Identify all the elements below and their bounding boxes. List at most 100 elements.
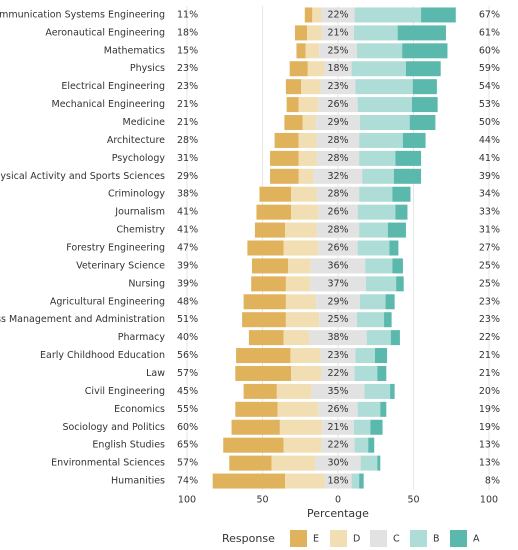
category-label: Agricultural Engineering xyxy=(50,296,165,307)
bar-segment xyxy=(289,61,308,77)
bar-segment xyxy=(365,258,393,274)
left-label: 57% xyxy=(177,458,198,469)
bar-segment xyxy=(324,61,352,77)
bar-segment xyxy=(235,401,278,417)
x-axis-label: Percentage xyxy=(307,507,369,520)
x-tick-label: 50 xyxy=(256,495,268,506)
legend-swatch xyxy=(370,530,387,547)
left-label: 51% xyxy=(177,314,198,325)
bar-segment xyxy=(320,348,356,364)
left-label: 28% xyxy=(177,135,198,146)
center-label: 32% xyxy=(327,171,348,182)
bar-segment xyxy=(390,383,395,399)
category-label: Journalism xyxy=(114,207,165,218)
bar-segment xyxy=(356,43,403,59)
bar-segment xyxy=(316,150,360,166)
bar-segment xyxy=(380,401,387,417)
right-label: 44% xyxy=(479,135,500,146)
right-label: 60% xyxy=(479,45,500,56)
bar-segment xyxy=(359,115,410,131)
bar-segment xyxy=(364,383,391,399)
bar-segment xyxy=(395,204,408,220)
legend-swatch xyxy=(410,530,427,547)
left-label: 29% xyxy=(177,171,198,182)
center-label: 26% xyxy=(327,99,348,110)
bar-segment xyxy=(247,240,284,256)
bar-segment xyxy=(283,437,322,453)
bar-segment xyxy=(310,276,366,292)
bar-segment xyxy=(402,132,426,148)
bar-segment xyxy=(291,365,322,381)
left-label: 23% xyxy=(177,81,198,92)
bar-segment xyxy=(322,419,354,435)
bar-segment xyxy=(223,437,284,453)
center-label: 21% xyxy=(327,422,348,433)
bar-segment xyxy=(248,330,284,346)
right-label: 53% xyxy=(479,99,500,110)
bar-segment xyxy=(385,294,395,310)
bar-segment xyxy=(256,204,292,220)
bar-segment xyxy=(290,348,321,364)
legend-label: E xyxy=(313,534,319,545)
bar-segment xyxy=(271,455,316,471)
bar-segment xyxy=(397,25,446,41)
bar-segment xyxy=(311,383,365,399)
bar-segment xyxy=(359,150,396,166)
bar-segment xyxy=(298,97,319,113)
bar-segment xyxy=(313,168,363,184)
left-label: 45% xyxy=(177,386,198,397)
bar-segment xyxy=(316,115,360,131)
category-label: Aeronautical Engineering xyxy=(45,27,165,38)
center-label: 26% xyxy=(327,243,348,254)
right-label: 31% xyxy=(479,225,500,236)
bar-segment xyxy=(321,437,355,453)
bar-segment xyxy=(286,97,299,113)
category-label: Civil Engineering xyxy=(85,386,165,397)
bar-segment xyxy=(357,97,412,113)
bar-segment xyxy=(254,222,286,238)
bar-segment xyxy=(365,276,397,292)
bar-segment xyxy=(284,115,303,131)
legend-swatch xyxy=(330,530,347,547)
right-label: 54% xyxy=(479,81,500,92)
left-label: 47% xyxy=(177,243,198,254)
center-label: 25% xyxy=(327,314,348,325)
x-tick-label: 50 xyxy=(407,495,419,506)
bar-segment xyxy=(242,312,286,328)
bar-segment xyxy=(309,330,367,346)
left-label: 11% xyxy=(177,9,198,20)
bar-segment xyxy=(319,312,357,328)
category-label: Nursing xyxy=(128,278,165,289)
center-label: 37% xyxy=(327,278,348,289)
bar-segment xyxy=(393,168,422,184)
category-label: Pharmacy xyxy=(118,332,166,343)
bar-segment xyxy=(291,204,319,220)
left-label: 41% xyxy=(177,207,198,218)
bar-segment xyxy=(359,473,364,489)
center-label: 25% xyxy=(327,45,348,56)
bar-segment xyxy=(360,455,378,471)
center-label: 21% xyxy=(327,27,348,38)
bar-segment xyxy=(359,132,403,148)
left-label: 15% xyxy=(177,45,198,56)
bar-segment xyxy=(285,294,317,310)
bar-segment xyxy=(285,222,317,238)
category-label: Business Management and Administration xyxy=(0,314,165,325)
bar-segment xyxy=(377,365,387,381)
center-label: 36% xyxy=(327,260,348,271)
center-label: 29% xyxy=(327,117,348,128)
right-label: 41% xyxy=(479,153,500,164)
left-label: 21% xyxy=(177,117,198,128)
right-label: 34% xyxy=(479,189,500,200)
bar-segment xyxy=(274,132,299,148)
center-label: 22% xyxy=(327,440,348,451)
bar-segment xyxy=(298,168,314,184)
right-label: 22% xyxy=(479,332,500,343)
right-label: 23% xyxy=(479,314,500,325)
bar-segment xyxy=(259,186,292,202)
center-label: 18% xyxy=(327,476,348,487)
right-label: 39% xyxy=(479,171,500,182)
bar-segment xyxy=(294,25,308,41)
bar-segment xyxy=(354,365,378,381)
